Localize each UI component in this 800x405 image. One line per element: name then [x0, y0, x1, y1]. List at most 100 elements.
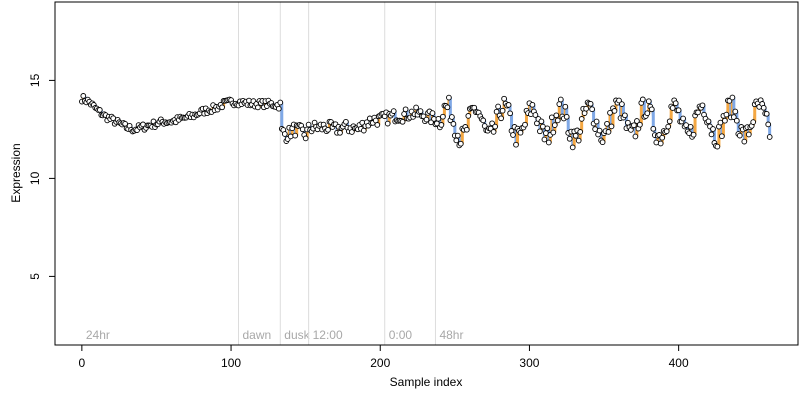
data-point [453, 137, 460, 144]
data-point [399, 118, 406, 125]
data-point [593, 118, 600, 125]
data-point [302, 135, 309, 142]
data-point [281, 131, 288, 137]
x-axis-title: Sample index [390, 375, 463, 389]
phase-label: dusk [284, 328, 310, 342]
data-point [687, 123, 694, 130]
data-point [672, 100, 679, 107]
data-point [463, 126, 470, 133]
data-point [637, 121, 643, 128]
data-point [657, 140, 664, 147]
data-point [616, 97, 622, 104]
data-point [554, 117, 561, 124]
data-point [766, 134, 773, 140]
data-point [513, 141, 519, 148]
data-point [454, 132, 461, 139]
data-point [255, 104, 261, 111]
x-tick-label: 200 [370, 356, 390, 370]
x-tick-label: 400 [669, 356, 689, 370]
data-point [401, 111, 407, 117]
data-point [435, 115, 442, 122]
phase-label: 0:00 [389, 328, 413, 342]
data-point [714, 143, 721, 150]
data-point [292, 132, 299, 139]
phase-label: dawn [243, 328, 272, 342]
data-point [708, 131, 715, 138]
data-point [675, 107, 682, 114]
data-point [507, 110, 513, 117]
y-axis-title: Expression [9, 143, 23, 202]
data-point [277, 99, 284, 106]
data-point [522, 121, 528, 128]
phase-markers: 24hr dawn dusk 12:00 0:00 48hr [86, 2, 463, 345]
data-point [583, 105, 589, 112]
data-point [622, 112, 628, 119]
data-point [589, 106, 595, 113]
data-point [490, 129, 497, 135]
data-point [599, 139, 606, 146]
data-point [429, 110, 436, 116]
data-point [632, 133, 639, 140]
data-point [275, 105, 282, 112]
data-point [572, 132, 579, 139]
data-point [631, 122, 637, 129]
data-point [449, 114, 455, 120]
data-point [557, 96, 564, 103]
data-point [577, 129, 584, 135]
data-point [548, 114, 555, 121]
data-point [680, 115, 686, 122]
data-point [562, 103, 569, 110]
x-axis: 0 100 200 300 400 [79, 345, 689, 370]
data-point [566, 135, 573, 142]
data-point [343, 118, 349, 125]
data-point [384, 120, 391, 127]
data-point [650, 125, 657, 132]
x-tick-label: 0 [79, 356, 86, 370]
data-point [765, 121, 772, 128]
data-point [587, 100, 594, 107]
data-point [575, 137, 582, 144]
data-point [719, 133, 725, 140]
data-point [390, 108, 397, 114]
data-point [349, 129, 355, 135]
data-point [457, 140, 464, 147]
data-point [551, 122, 558, 128]
data-point [529, 101, 536, 108]
x-tick-label: 300 [519, 356, 539, 370]
data-point [619, 101, 625, 107]
data-point [493, 108, 500, 115]
data-point [219, 104, 225, 111]
data-point [556, 101, 563, 107]
data-point [366, 115, 373, 122]
data-point [444, 104, 451, 111]
data-point [645, 98, 652, 105]
data-point [729, 94, 736, 101]
data-point [440, 113, 446, 120]
data-point [760, 104, 767, 111]
data-point [402, 106, 409, 113]
data-point [492, 123, 498, 130]
data-point [517, 129, 524, 136]
data-point [699, 102, 706, 109]
data-point [611, 108, 618, 114]
y-tick-label: 10 [28, 171, 42, 185]
data-point [374, 122, 381, 128]
data-point [337, 129, 343, 136]
data-point [480, 117, 487, 124]
data-point [665, 123, 672, 130]
y-axis: 5 10 15 [28, 73, 55, 280]
data-point [545, 139, 552, 146]
data-point [690, 131, 697, 138]
data-point [563, 113, 570, 120]
data-point [505, 102, 512, 108]
data-point [325, 126, 331, 133]
data-point [450, 121, 457, 127]
y-tick-label: 5 [28, 273, 42, 280]
y-tick-label: 15 [28, 73, 42, 87]
data-point [730, 114, 737, 120]
data-point [736, 132, 743, 139]
data-point [287, 133, 294, 140]
data-point [550, 129, 557, 136]
data-point [501, 95, 507, 102]
phase-label: 24hr [86, 328, 110, 342]
